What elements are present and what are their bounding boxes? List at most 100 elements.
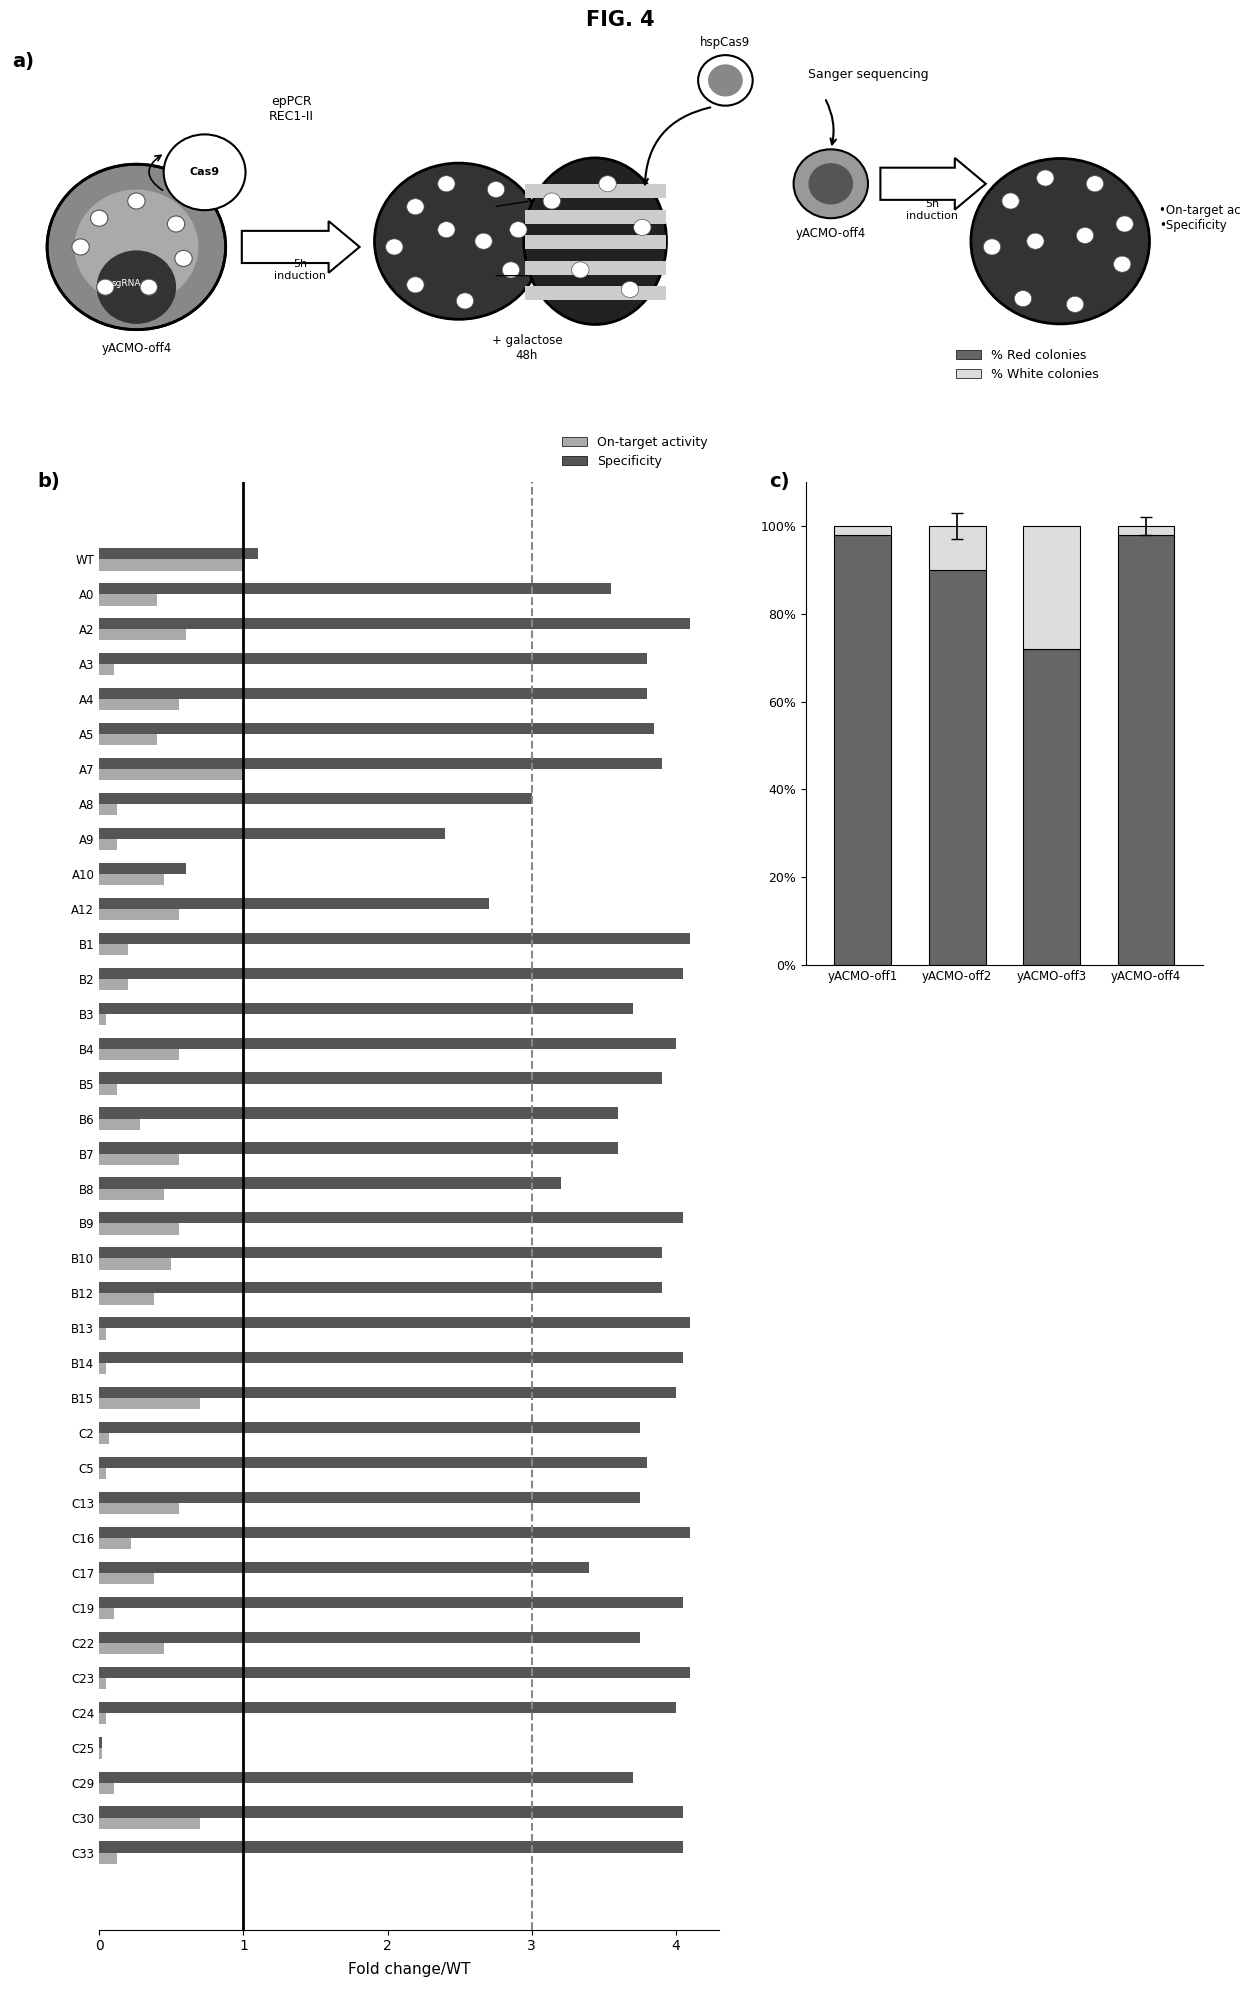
Circle shape (374, 163, 543, 320)
Circle shape (438, 175, 455, 191)
Text: 5h
induction: 5h induction (274, 259, 326, 281)
Circle shape (456, 293, 474, 310)
Bar (99, 1702, 676, 1713)
Bar (99, 1399, 200, 1409)
Bar (99, 792, 532, 804)
Bar (99, 1433, 109, 1445)
Bar (99, 933, 691, 945)
Bar (835, 527, 892, 535)
Circle shape (167, 215, 185, 231)
Bar (99, 1642, 164, 1654)
Bar (99, 653, 647, 663)
Bar (99, 583, 611, 595)
Bar (1117, 527, 1174, 535)
Text: + galactose
48h: + galactose 48h (492, 334, 562, 362)
Bar (99, 1212, 683, 1224)
Bar (99, 734, 157, 746)
Circle shape (72, 239, 89, 255)
Bar (99, 1807, 683, 1817)
Circle shape (97, 279, 114, 295)
Bar (99, 1841, 683, 1853)
Circle shape (386, 239, 403, 255)
Circle shape (794, 149, 868, 219)
Circle shape (1086, 175, 1104, 191)
Bar (99, 770, 243, 780)
Bar (99, 1083, 117, 1095)
FancyArrow shape (880, 159, 986, 209)
Bar (99, 1749, 102, 1759)
Text: sgRNA: sgRNA (112, 279, 141, 287)
Bar (99, 945, 128, 955)
Text: Sanger sequencing: Sanger sequencing (807, 68, 929, 80)
Circle shape (708, 64, 743, 96)
Text: •On-target activity
•Specificity: •On-target activity •Specificity (1159, 205, 1240, 233)
Bar (99, 1783, 114, 1793)
Bar (99, 1608, 114, 1620)
Circle shape (1014, 291, 1032, 308)
Bar (835, 535, 892, 965)
Bar (929, 527, 986, 571)
Circle shape (97, 251, 176, 324)
Bar (99, 979, 128, 991)
Bar (525, 183, 666, 197)
Bar (525, 235, 666, 249)
Bar (99, 1678, 107, 1688)
Circle shape (164, 135, 246, 211)
Text: Cas9: Cas9 (190, 167, 219, 177)
Circle shape (502, 261, 520, 277)
Bar (99, 1188, 164, 1200)
Legend: On-target activity, Specificity: On-target activity, Specificity (557, 430, 713, 472)
Bar (99, 758, 661, 770)
Bar (99, 1329, 107, 1339)
Bar (99, 629, 186, 641)
Circle shape (572, 261, 589, 277)
Text: yACMO-off4: yACMO-off4 (102, 342, 171, 354)
Circle shape (543, 193, 560, 209)
Bar (929, 571, 986, 965)
Bar (1023, 527, 1080, 649)
Bar (1117, 535, 1174, 965)
Bar (99, 1154, 179, 1164)
Circle shape (621, 281, 639, 297)
Circle shape (983, 239, 1001, 255)
Bar (99, 1713, 107, 1725)
Text: b): b) (37, 472, 60, 490)
Bar (99, 874, 164, 884)
Bar (525, 285, 666, 299)
Bar (99, 1853, 117, 1863)
Bar (525, 261, 666, 275)
Text: FIG. 4: FIG. 4 (585, 10, 655, 30)
Circle shape (1002, 193, 1019, 209)
Circle shape (599, 175, 616, 191)
Circle shape (1076, 227, 1094, 243)
Bar (99, 1178, 560, 1188)
Bar (99, 1073, 661, 1083)
Bar (99, 1467, 107, 1479)
Bar (99, 1258, 171, 1270)
Bar (99, 1224, 179, 1234)
Bar (99, 1353, 683, 1363)
Text: epPCR
REC1-II: epPCR REC1-II (269, 94, 314, 123)
Circle shape (634, 219, 651, 235)
Circle shape (74, 189, 198, 304)
Bar (99, 559, 243, 571)
Bar (99, 1817, 200, 1829)
Bar (99, 1596, 683, 1608)
Circle shape (1066, 295, 1084, 312)
Bar (99, 549, 258, 559)
Bar (99, 967, 683, 979)
Bar (99, 1632, 640, 1642)
Circle shape (487, 181, 505, 197)
Circle shape (971, 159, 1149, 324)
Bar (99, 1108, 619, 1120)
Bar (99, 1528, 691, 1538)
FancyArrow shape (242, 221, 360, 273)
Bar (99, 595, 157, 605)
Bar (99, 1013, 107, 1025)
Bar (99, 1120, 140, 1130)
Text: yACMO-off4: yACMO-off4 (796, 227, 866, 239)
Bar (99, 699, 179, 710)
Bar (99, 838, 117, 850)
Bar (99, 1562, 589, 1574)
Text: hspCas9: hspCas9 (701, 36, 750, 48)
